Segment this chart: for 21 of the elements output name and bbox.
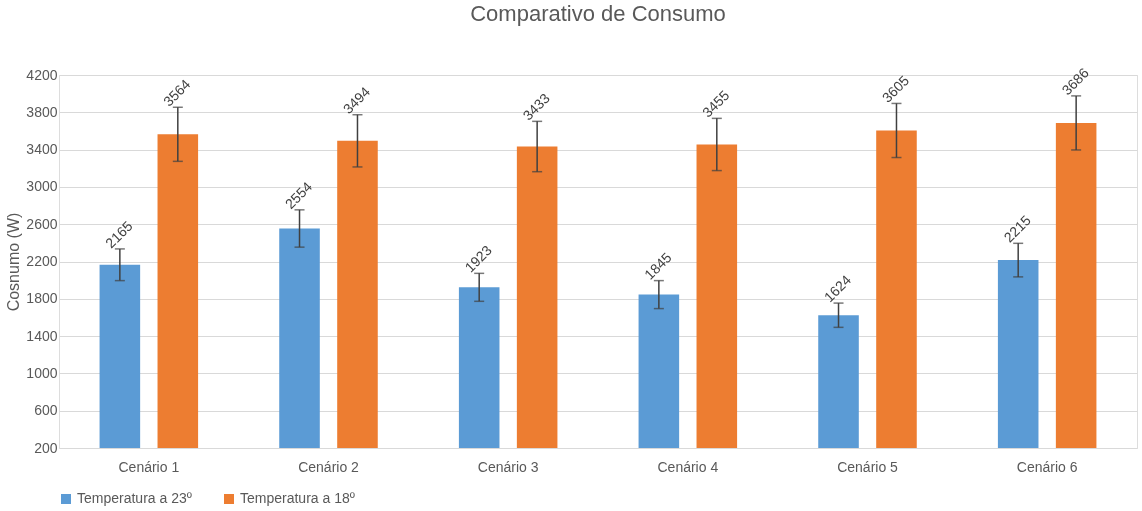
chart-title: Comparativo de Consumo (470, 1, 726, 27)
y-tick-label: 2600 (26, 215, 58, 232)
legend-label: Temperatura a 18º (240, 490, 355, 506)
y-tick-label: 1000 (26, 364, 58, 381)
y-axis-title: Cosnumo (W) (5, 212, 23, 312)
x-tick-label: Cenário 4 (657, 458, 719, 475)
y-tick-label: 3400 (26, 141, 58, 158)
x-tick-label: Cenário 3 (477, 458, 539, 475)
x-tick-label: Cenário 6 (1016, 458, 1078, 475)
y-tick-label: 1800 (26, 290, 58, 307)
x-tick-label: Cenário 1 (118, 458, 180, 475)
x-tick-label: Cenário 5 (837, 458, 899, 475)
y-tick-label: 2200 (26, 253, 58, 269)
y-tick-label: 200 (34, 439, 58, 456)
legend-label: Temperatura a 23º (77, 490, 192, 506)
x-tick-label: Cenário 2 (298, 458, 360, 475)
y-tick-label: 1400 (26, 327, 58, 344)
y-tick-label: 3800 (26, 103, 58, 120)
y-tick-label: 4200 (26, 66, 58, 83)
y-tick-label: 3000 (26, 178, 58, 195)
y-tick-label: 600 (34, 402, 58, 419)
